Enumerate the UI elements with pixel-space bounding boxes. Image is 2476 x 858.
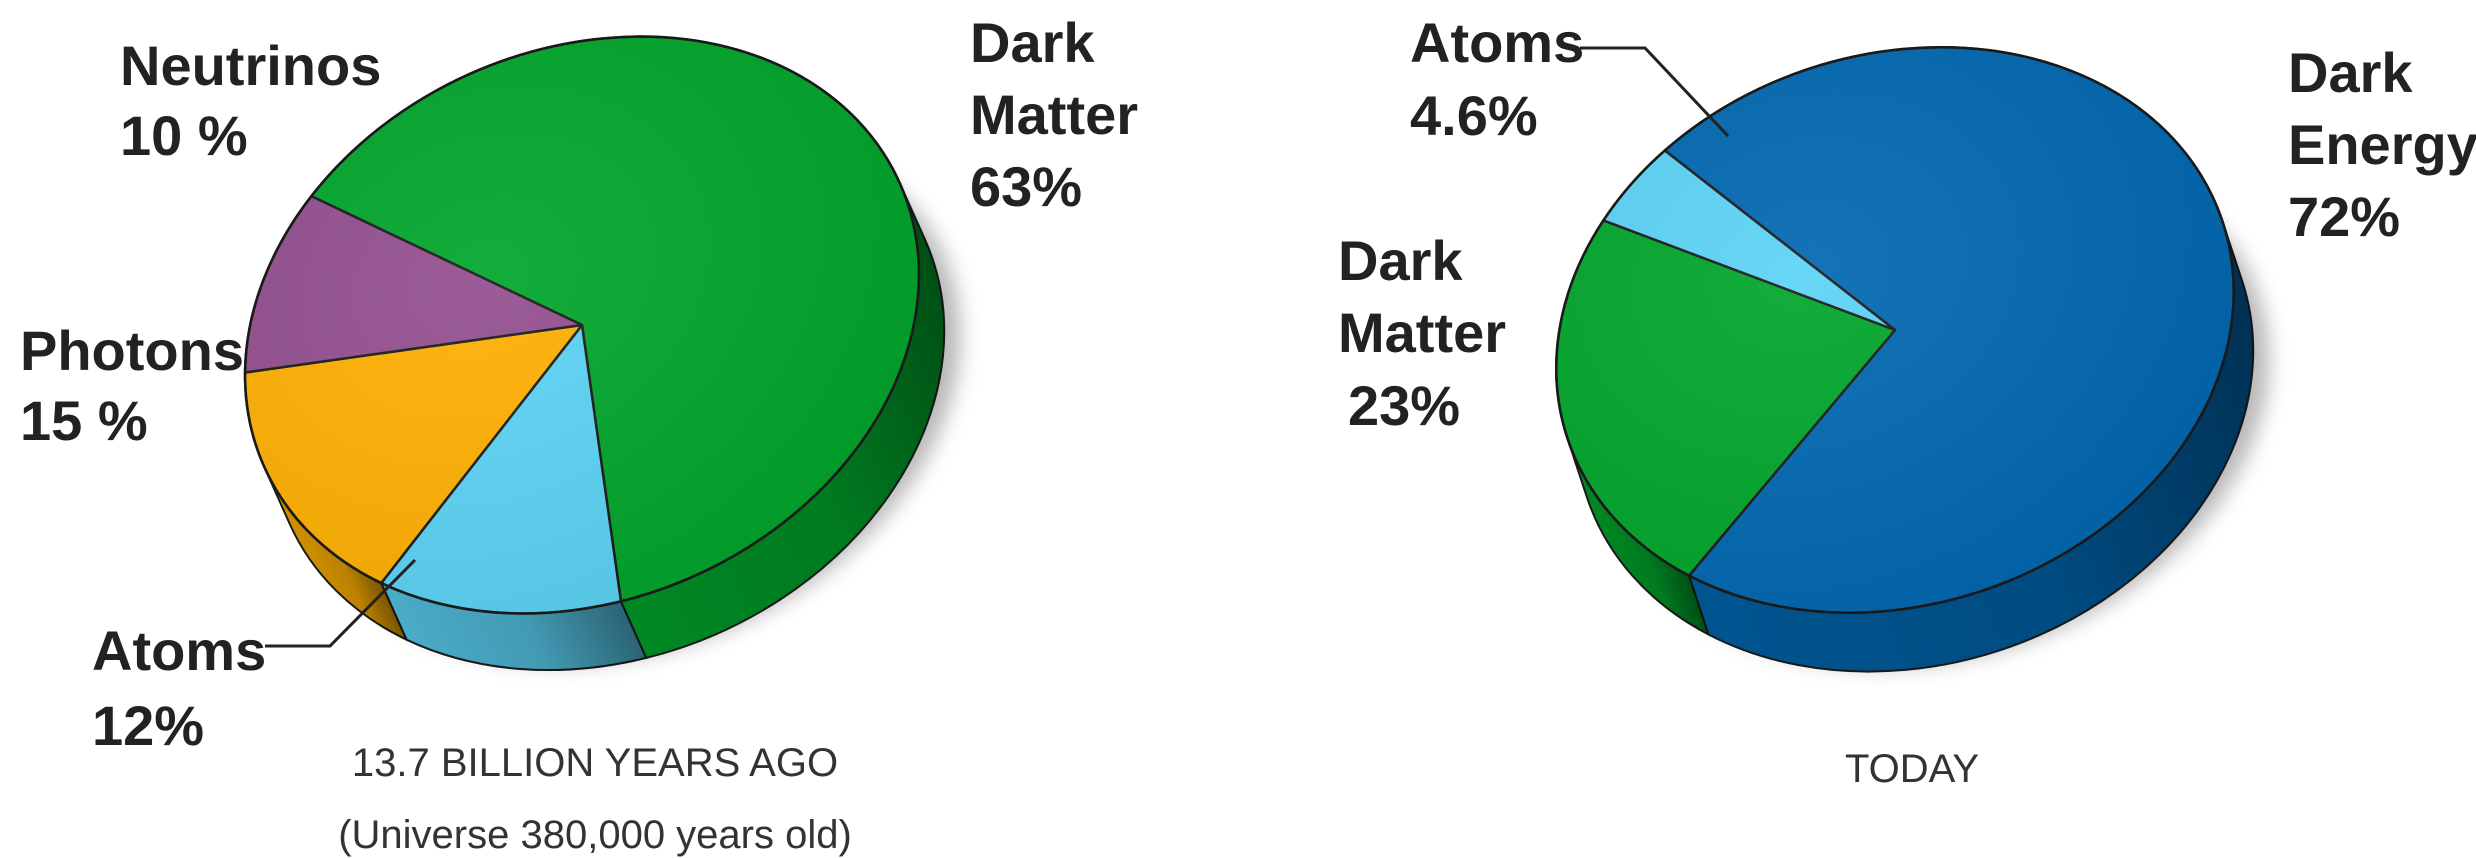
label-dark-matter-today: Dark Matter 23% (1338, 229, 1506, 437)
atoms-leader-line-today (1580, 46, 1730, 138)
label-dark-energy-name-1: Dark (2288, 41, 2413, 104)
caption-early-line2: (Universe 380,000 years old) (338, 813, 852, 857)
caption-today: TODAY (1845, 747, 1979, 791)
label-dark-energy-name-2: Energy (2288, 113, 2476, 176)
label-neutrinos: Neutrinos 10 % (120, 34, 381, 167)
pie-top-outline (243, 35, 921, 615)
pie-side-shade (1689, 221, 2254, 672)
atoms-leader-line (265, 558, 417, 648)
label-atoms-today-name: Atoms (1410, 11, 1584, 74)
label-dark-matter-today-name-1: Dark (1338, 229, 1463, 292)
caption-early-line1: 13.7 BILLION YEARS AGO (352, 741, 838, 785)
label-photons-percent: 15 % (20, 389, 148, 452)
label-atoms-name: Atoms (92, 619, 266, 682)
label-dark-matter-percent: 63% (970, 155, 1082, 218)
pie-side-walls (263, 182, 946, 671)
pie-chart-early-universe: Dark Matter 63% Neutrinos 10 % Photons 1… (20, 11, 1138, 857)
label-neutrinos-name: Neutrinos (120, 34, 381, 97)
pie-early-universe (243, 35, 961, 671)
label-photons-name: Photons (20, 319, 244, 382)
pie-side-shade (620, 183, 945, 658)
label-neutrinos-percent: 10 % (120, 104, 248, 167)
label-atoms: Atoms 12% (92, 619, 266, 757)
label-dark-matter-today-name-2: Matter (1338, 301, 1506, 364)
pie-top-outline (1555, 46, 2235, 614)
label-dark-matter-today-percent: 23% (1348, 374, 1460, 437)
label-atoms-percent: 12% (92, 694, 204, 757)
label-dark-matter: Dark Matter 63% (970, 11, 1138, 218)
label-atoms-today-percent: 4.6% (1410, 84, 1538, 147)
label-dark-energy: Dark Energy 72% (2288, 41, 2476, 248)
pie-chart-today: Atoms 4.6% Dark Energy 72% Dark Matter 2… (1338, 11, 2476, 791)
pie-side-shade (1567, 438, 1709, 635)
pie-side-shade (381, 583, 647, 670)
label-photons: Photons 15 % (20, 319, 244, 452)
pie-side-shade (264, 466, 407, 640)
label-dark-matter-name-2: Matter (970, 83, 1138, 146)
pie-today (1555, 46, 2270, 673)
label-atoms-today: Atoms 4.6% (1410, 11, 1584, 147)
label-dark-matter-name-1: Dark (970, 11, 1095, 74)
label-dark-energy-percent: 72% (2288, 185, 2400, 248)
